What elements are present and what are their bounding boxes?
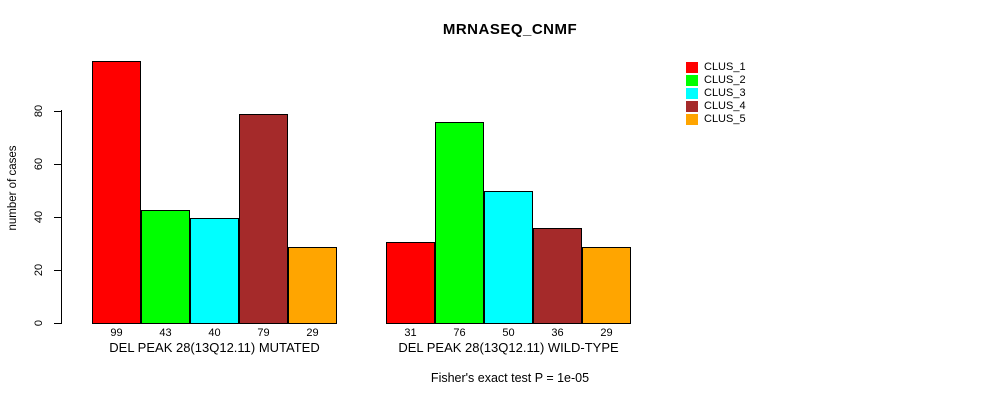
y-tick-mark	[54, 216, 61, 218]
y-tick-label: 40	[33, 210, 45, 223]
y-tick-label: 0	[33, 319, 45, 327]
bar-value-label: 40	[208, 327, 221, 339]
group-label-mutated: DEL PEAK 28(13Q12.11) MUTATED	[109, 340, 320, 355]
legend-swatch-clus-1	[686, 62, 698, 73]
legend-swatch-clus-3	[686, 88, 698, 99]
y-axis-line	[61, 110, 62, 324]
bar-value-label: 29	[306, 327, 319, 339]
bar-value-label: 43	[159, 327, 172, 339]
legend-label: CLUS_1	[704, 61, 746, 73]
legend-swatch-clus-2	[686, 75, 698, 86]
legend-row: CLUS_3	[686, 87, 746, 100]
y-tick-mark	[54, 110, 61, 112]
y-tick-label: 60	[33, 157, 45, 170]
legend-label: CLUS_2	[704, 74, 746, 86]
bar-clus-4-wild-type	[533, 228, 582, 324]
legend: CLUS_1 CLUS_2 CLUS_3 CLUS_4 CLUS_5	[686, 61, 746, 126]
legend-row: CLUS_5	[686, 113, 746, 126]
bar-clus-2-wild-type	[435, 122, 484, 324]
bar-clus-3-wild-type	[484, 191, 533, 324]
group-label-wild-type: DEL PEAK 28(13Q12.11) WILD-TYPE	[398, 340, 619, 355]
bar-clus-3-mutated	[190, 218, 239, 324]
bar-value-label: 36	[551, 327, 564, 339]
legend-label: CLUS_5	[704, 113, 746, 125]
y-tick-mark	[54, 163, 61, 165]
legend-swatch-clus-5	[686, 114, 698, 125]
bar-value-label: 76	[453, 327, 466, 339]
bar-value-label: 99	[110, 327, 123, 339]
bar-clus-2-mutated	[141, 210, 190, 324]
y-tick-mark	[54, 323, 61, 324]
chart-title: MRNASEQ_CNMF	[442, 21, 578, 38]
y-tick-label: 20	[33, 263, 45, 276]
bar-clus-1-mutated	[92, 61, 141, 324]
y-tick-label: 80	[33, 104, 45, 117]
bar-value-label: 31	[404, 327, 417, 339]
legend-row: CLUS_2	[686, 74, 746, 87]
bar-clus-4-mutated	[239, 114, 288, 324]
caption: Fisher's exact test P = 1e-05	[430, 371, 590, 385]
bar-clus-5-wild-type	[582, 247, 631, 324]
y-tick-mark	[54, 269, 61, 271]
legend-row: CLUS_4	[686, 100, 746, 113]
legend-swatch-clus-4	[686, 101, 698, 112]
bar-value-label: 29	[600, 327, 613, 339]
legend-row: CLUS_1	[686, 61, 746, 74]
legend-label: CLUS_4	[704, 100, 746, 112]
legend-label: CLUS_3	[704, 87, 746, 99]
bar-value-label: 79	[257, 327, 270, 339]
y-axis-label: number of cases	[7, 145, 19, 231]
bar-value-label: 50	[502, 327, 515, 339]
bar-clus-1-wild-type	[386, 242, 435, 324]
bar-clus-5-mutated	[288, 247, 337, 324]
